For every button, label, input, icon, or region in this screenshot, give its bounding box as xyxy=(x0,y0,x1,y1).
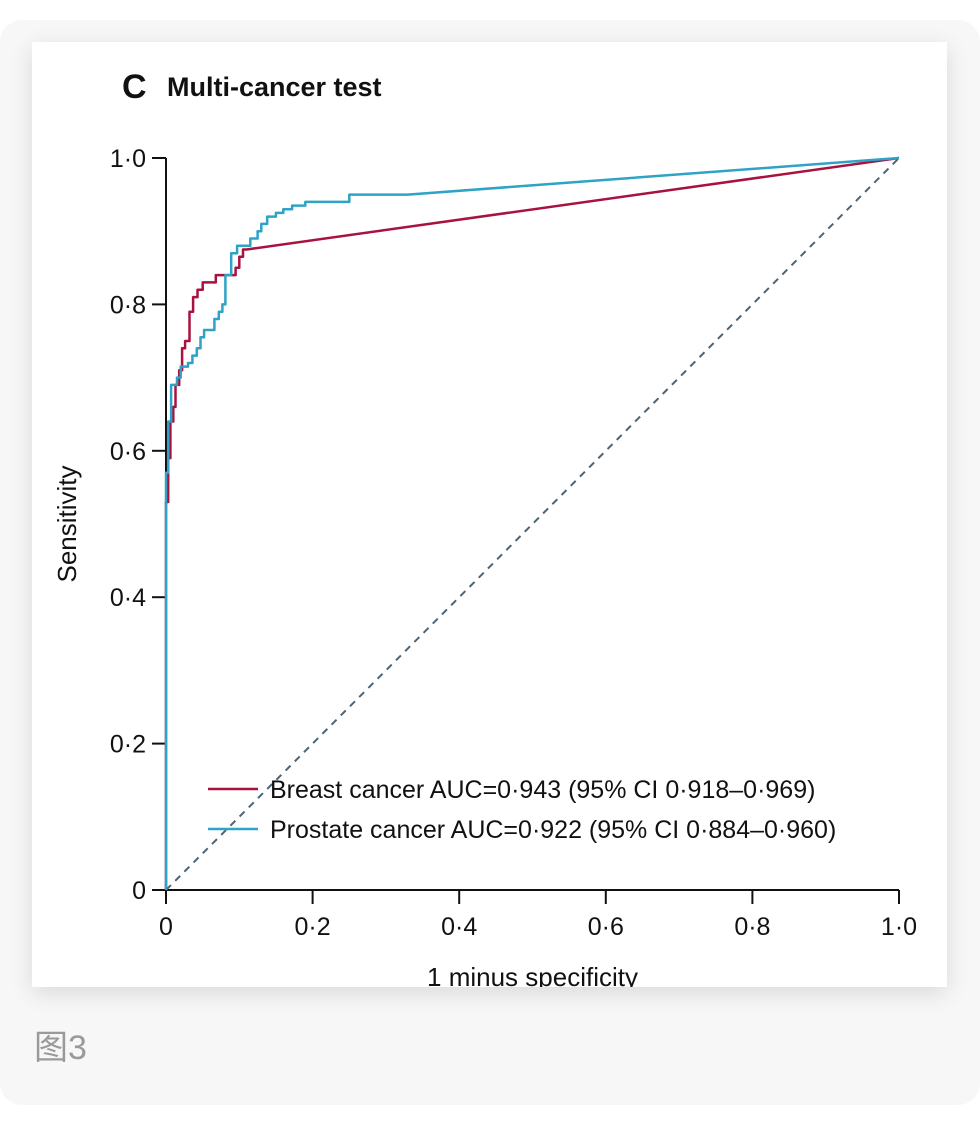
y-tick-label: 0·6 xyxy=(110,438,146,466)
x-tick-label: 0·2 xyxy=(295,913,331,941)
series-line-prostate-cancer xyxy=(164,156,900,890)
figure-card: C Multi-cancer test 0 0·2 0·4 0·6 0·8 1·0 0 0·2… xyxy=(0,20,980,1105)
x-tick-label: 0·8 xyxy=(734,913,770,941)
x-axis-label: 1 minus specificity xyxy=(427,962,638,987)
y-tick-label: 0·8 xyxy=(110,291,146,319)
y-tick-label: 0·4 xyxy=(110,584,146,612)
x-tick-label: 1·0 xyxy=(881,913,917,941)
y-tick-label: 0 xyxy=(132,877,146,905)
y-axis-label: Sensitivity xyxy=(52,465,82,582)
roc-chart: C Multi-cancer test 0 0·2 0·4 0·6 0·8 1·0 0 0·2… xyxy=(52,68,917,992)
y-tick-label: 0·2 xyxy=(110,731,146,759)
legend: Breast cancer AUC=0·943 (95% CI 0·918–0·… xyxy=(208,776,836,844)
legend-entry: Prostate cancer AUC=0·922 (95% CI 0·884–… xyxy=(270,816,836,844)
figure-panel: C Multi-cancer test 0 0·2 0·4 0·6 0·8 1·0 0 0·2… xyxy=(32,42,947,992)
reference-line-group xyxy=(165,157,900,891)
x-tick-label: 0·4 xyxy=(441,913,477,941)
legend-entry: Breast cancer AUC=0·943 (95% CI 0·918–0·… xyxy=(270,776,815,804)
panel-label: C xyxy=(122,68,147,106)
x-tick-label: 0 xyxy=(159,913,173,941)
axes: 0 0·2 0·4 0·6 0·8 1·0 0 0·2 0·4 0·6 0·8 1·0 1 minus … xyxy=(52,145,917,992)
reference-diagonal-line xyxy=(165,157,900,891)
series-group xyxy=(164,156,900,890)
chart-title: Multi-cancer test xyxy=(167,72,382,102)
y-tick-label: 1·0 xyxy=(110,145,146,173)
x-tick-label: 0·6 xyxy=(588,913,624,941)
figure-caption: 图3 xyxy=(34,1029,87,1067)
